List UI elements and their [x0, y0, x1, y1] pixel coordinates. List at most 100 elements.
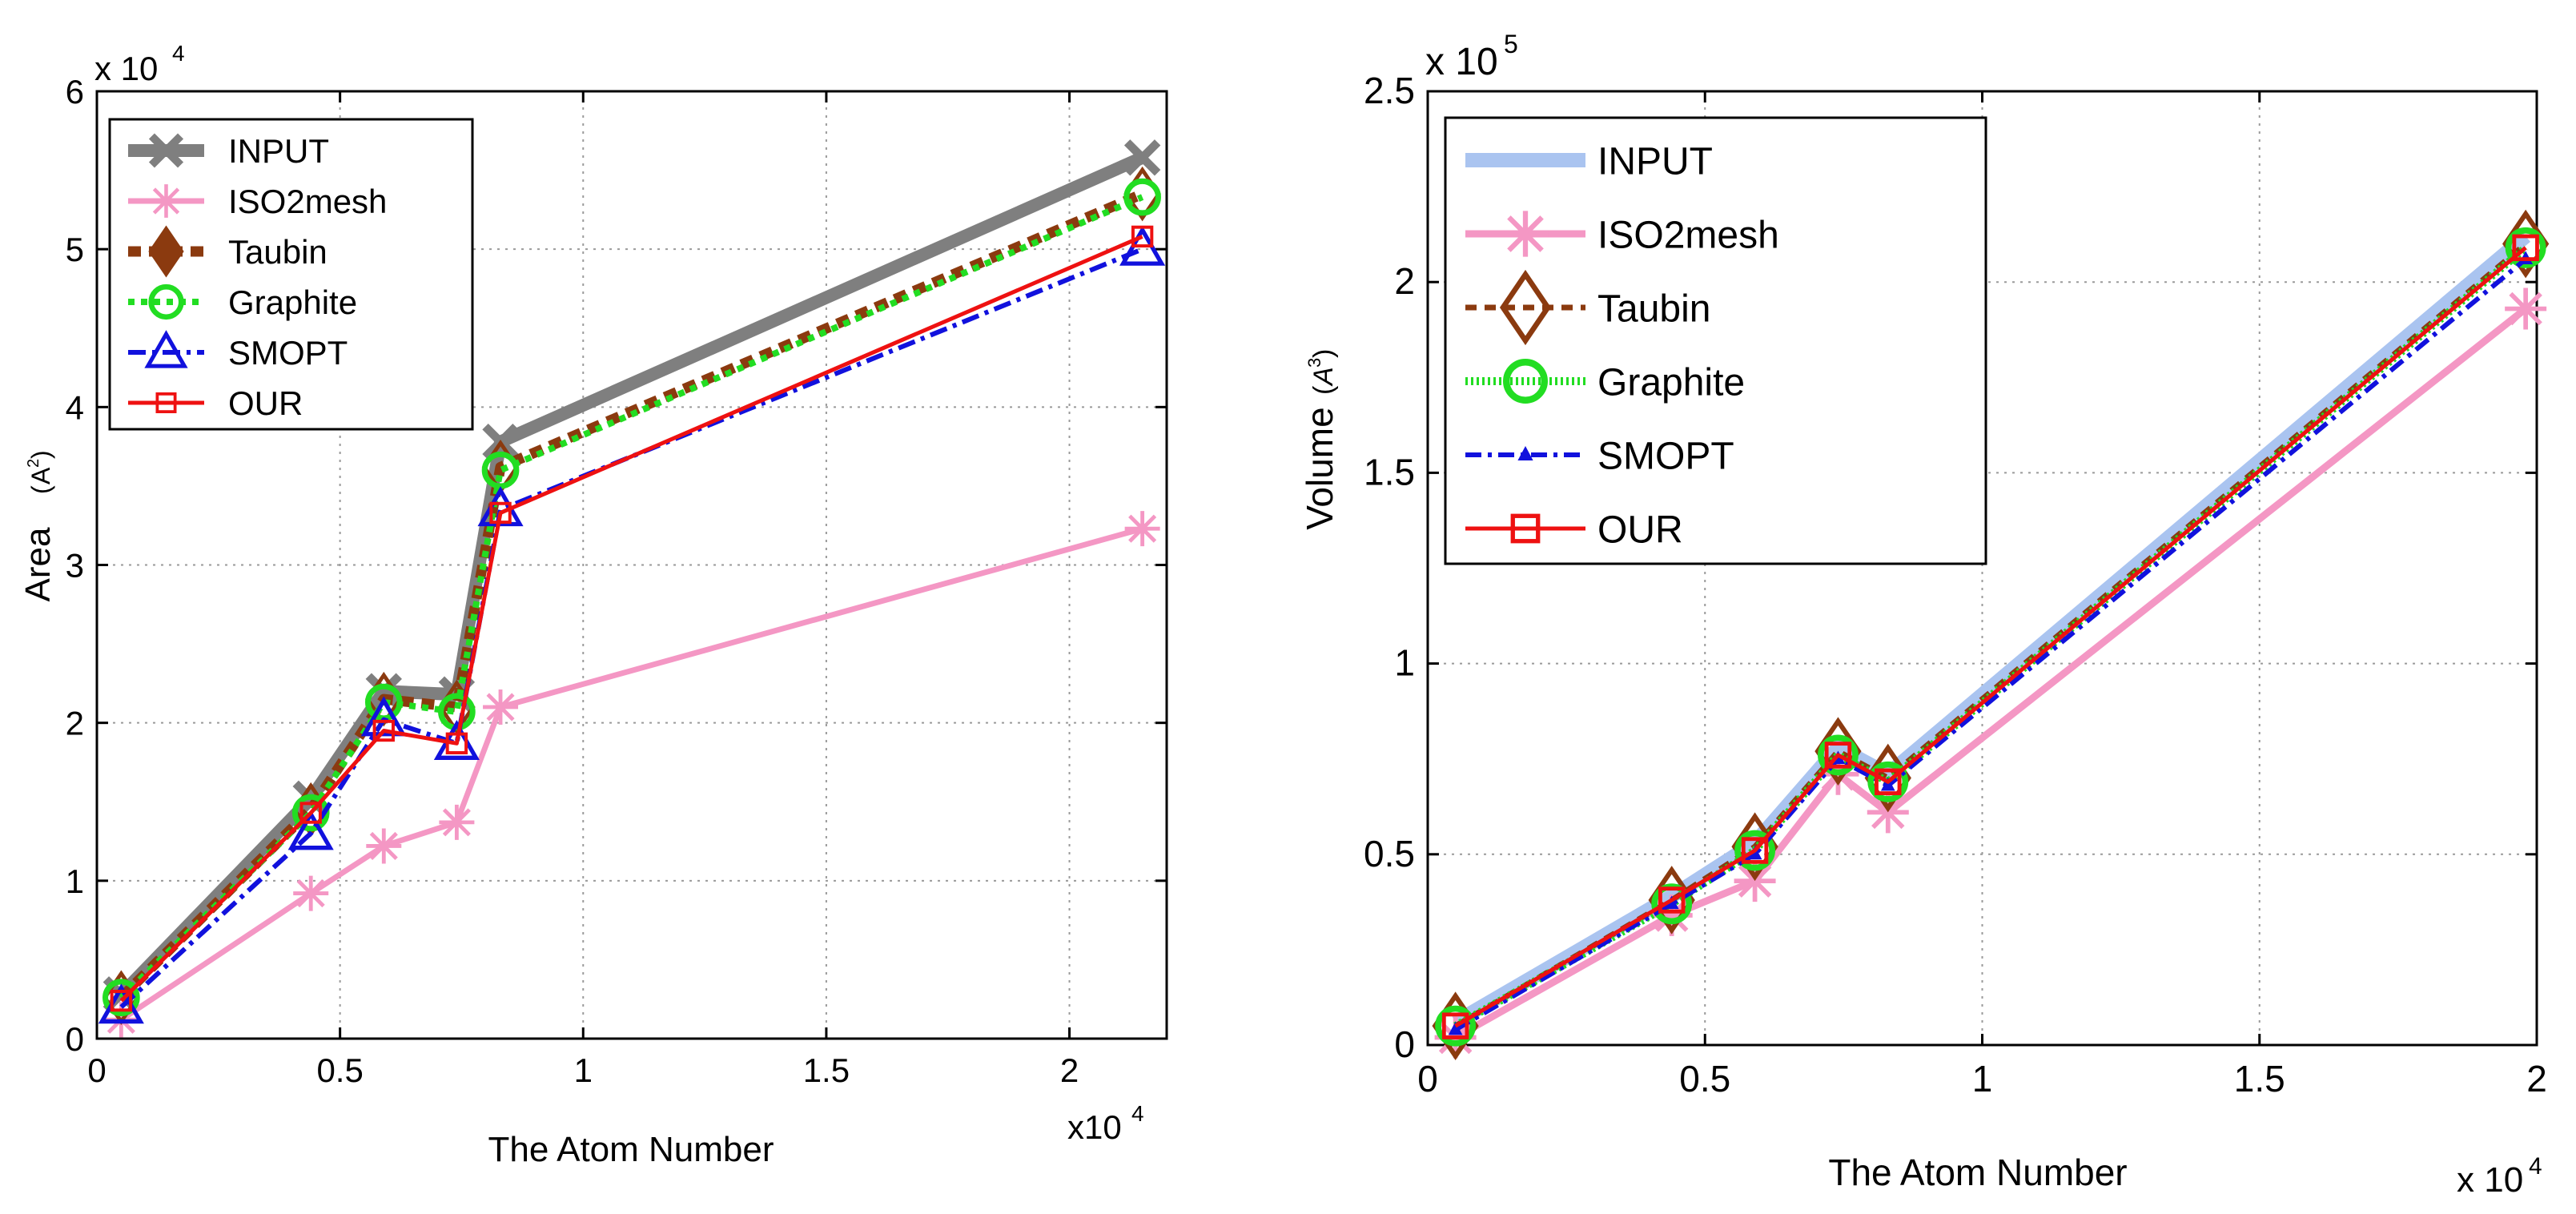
area-legend-our: OUR: [128, 384, 303, 422]
volume-series-graphite-point: [1867, 761, 1909, 802]
area-legend-our-label: OUR: [228, 384, 303, 422]
volume-x-tick-label: 1: [1972, 1058, 1993, 1099]
area-series-smopt-point: [287, 810, 334, 850]
area-series-smopt-point-shape: [360, 696, 407, 737]
volume-legend-iso2mesh-swatch-marker: [1502, 211, 1549, 257]
volume-series-iso2mesh-point-shape: [1650, 894, 1693, 937]
volume-series-iso2mesh-point-shape: [1867, 791, 1909, 834]
area-legend-iso2mesh-label: ISO2mesh: [228, 183, 387, 220]
volume-series-graphite-point: [1435, 1005, 1477, 1047]
volume-series-our-point: [1658, 886, 1686, 914]
area-series-graphite-point: [1123, 178, 1161, 216]
area-legend-entries: INPUT ISO2mesh Taubin Graphite SMOPT OUR: [128, 132, 387, 422]
volume-series-our-line: [1454, 246, 2527, 1028]
volume-legend-input-label: INPUT: [1597, 140, 1713, 183]
area-legend-input-swatch-marker: [148, 133, 184, 168]
area-legend-our-swatch-marker-shape: [155, 392, 177, 413]
area-series-graphite-point: [102, 979, 140, 1017]
area-x-tick-label: 1.5: [803, 1051, 850, 1089]
area-series-input-line: [116, 151, 1145, 999]
volume-series-our: [1441, 234, 2539, 1039]
area-series-iso2mesh-point: [439, 804, 475, 840]
area-legend-graphite-label: Graphite: [228, 283, 357, 321]
area-legend-iso2mesh-swatch-marker: [149, 184, 183, 218]
volume-series-smopt-point: [1880, 777, 1895, 791]
volume-ticks: 0 0.5 1 1.5 2 0 0.5 1 1.5 2 2.5: [1364, 70, 2547, 1099]
volume-y-axis-label: Volume ( A 3 ): [1299, 349, 1340, 530]
area-x-axis-label: The Atom Number: [488, 1130, 774, 1169]
area-legend-smopt-swatch-marker: [144, 330, 188, 368]
volume-series-graphite-point-shape: [2505, 227, 2546, 268]
area-y-tick-label: 1: [66, 862, 84, 900]
volume-series-our-point: [1741, 837, 1769, 864]
volume-series-iso2mesh-point: [1734, 860, 1776, 902]
area-ticks: 0 0.5 1 1.5 2 0 1 2 3 4 5 6: [66, 73, 1167, 1089]
svg-text:3: 3: [1304, 358, 1324, 368]
volume-series-our-point: [1824, 742, 1852, 769]
area-series-iso2mesh-point: [293, 875, 329, 911]
area-series-iso2mesh-line: [119, 525, 1143, 1023]
area-y-tick-label: 6: [66, 73, 84, 111]
area-series-input-point-shape: [365, 673, 402, 710]
volume-legend-smopt: SMOPT: [1465, 435, 1734, 477]
area-series-smopt-point: [360, 696, 407, 737]
area-series-our-point-shape: [445, 732, 468, 754]
area-legend-smopt: SMOPT: [128, 330, 348, 372]
volume-legend-entries: INPUT ISO2mesh Taubin Graphite SMOPT OUR: [1465, 140, 1779, 551]
volume-series-taubin-line: [1453, 241, 2528, 1029]
area-series-iso2mesh-point-shape: [439, 804, 475, 840]
area-legend-graphite-swatch-marker: [148, 283, 184, 320]
volume-series-our-point-shape: [1824, 742, 1852, 769]
area-x-tick-label: 1: [574, 1051, 593, 1089]
volume-legend-our-swatch-marker-shape: [1510, 513, 1541, 544]
area-legend-input-label: INPUT: [228, 132, 329, 170]
volume-y-tick-label: 0: [1394, 1023, 1415, 1065]
volume-series-graphite-point-shape: [1818, 734, 1859, 776]
svg-text:Area: Area: [18, 527, 58, 601]
area-series-iso2mesh-point: [366, 828, 402, 864]
volume-series-iso2mesh-point-shape: [2505, 287, 2547, 330]
area-y-tick-label: 4: [66, 388, 84, 426]
volume-x-tick-label: 0.5: [1679, 1058, 1730, 1099]
area-series-graphite-point-shape: [481, 451, 520, 489]
volume-legend-taubin-swatch-marker-shape: [1499, 269, 1552, 346]
area-series: [98, 139, 1166, 1038]
volume-y-tick-label: 2.5: [1364, 70, 1415, 111]
area-legend-our-swatch-marker: [155, 392, 177, 413]
volume-series-our-point-shape: [1658, 886, 1686, 914]
volume-series-our-point-shape: [1875, 768, 1902, 796]
area-series-our-point-shape: [1131, 225, 1154, 248]
volume-series-graphite-point-shape: [1867, 761, 1909, 802]
volume-series-our-point-shape: [2512, 234, 2539, 262]
volume-series-iso2mesh-point-shape: [1734, 860, 1776, 902]
area-series-iso2mesh-point-shape: [293, 875, 329, 911]
volume-legend-our-label: OUR: [1597, 509, 1683, 551]
area-series-iso2mesh-point: [1124, 511, 1160, 547]
area-x-tick-label: 2: [1060, 1051, 1079, 1089]
area-x-multiplier: x10: [1067, 1108, 1122, 1146]
area-series-our-point-shape: [489, 501, 512, 525]
area-series-iso2mesh-point-shape: [483, 689, 519, 725]
volume-series-graphite-point-shape: [1734, 830, 1776, 871]
volume-legend-smopt-swatch-marker-shape: [1517, 445, 1533, 460]
volume-x-tick-label: 1.5: [2234, 1058, 2285, 1099]
area-y-multiplier-exp: 4: [172, 41, 185, 66]
volume-x-axis-label: The Atom Number: [1828, 1152, 2127, 1193]
volume-series-our-point-shape: [1441, 1012, 1469, 1039]
volume-legend-input: INPUT: [1465, 140, 1713, 183]
volume-legend-graphite-swatch-marker-shape: [1503, 359, 1548, 404]
svg-text:(: (: [1308, 385, 1339, 395]
area-legend-taubin: Taubin: [128, 225, 328, 278]
area-y-tick-label: 5: [66, 231, 84, 268]
area-series-our-point-shape: [110, 989, 133, 1012]
volume-legend-our: OUR: [1465, 509, 1683, 551]
volume-series-graphite-point-shape: [1435, 1005, 1477, 1047]
svg-text:A: A: [1308, 367, 1339, 387]
area-series-graphite-point-shape: [1123, 178, 1161, 216]
volume-y-tick-label: 0.5: [1364, 833, 1415, 874]
volume-series-graphite-point: [1734, 830, 1776, 871]
area-legend-smopt-swatch-marker-shape: [144, 330, 188, 368]
area-series-our-line: [119, 235, 1143, 1003]
volume-legend-box: [1444, 116, 1987, 565]
